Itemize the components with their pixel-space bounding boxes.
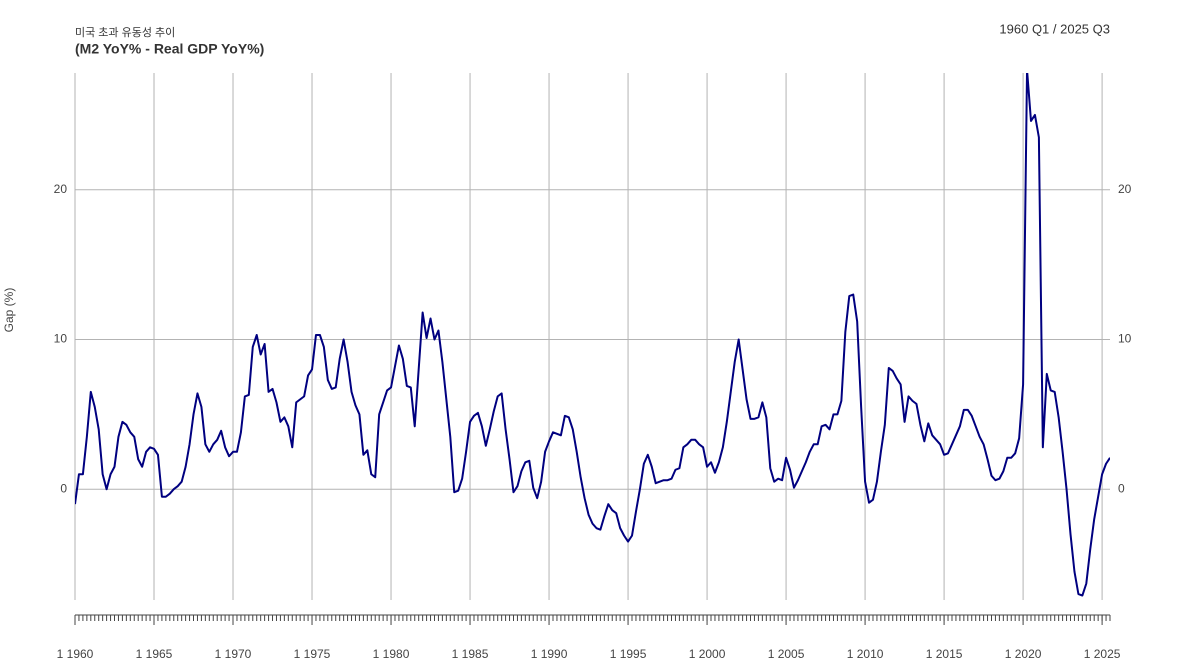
period-annotation: 1960 Q1 / 2025 Q3 — [999, 21, 1110, 36]
x-tick-label: 1 1965 — [136, 647, 173, 661]
y-tick-label-right: 20 — [1118, 182, 1132, 196]
y-tick-label: 20 — [54, 182, 68, 196]
chart-title: 미국 초과 유동성 추이 — [75, 26, 175, 39]
x-tick-label: 1 1975 — [294, 647, 331, 661]
y-tick-label: 10 — [54, 332, 68, 346]
y-axis-label: Gap (%) — [2, 288, 16, 333]
y-tick-label: 0 — [60, 481, 67, 495]
x-tick-label: 1 2020 — [1005, 647, 1042, 661]
y-tick-label-right: 0 — [1118, 481, 1125, 495]
x-tick-label: 1 1980 — [373, 647, 410, 661]
x-tick-label: 1 2005 — [768, 647, 805, 661]
x-tick-label: 1 1995 — [610, 647, 647, 661]
x-tick-label: 1 2025 — [1084, 647, 1121, 661]
x-tick-label: 1 1990 — [531, 647, 568, 661]
x-tick-label: 1 1985 — [452, 647, 489, 661]
y-tick-label-right: 10 — [1118, 332, 1132, 346]
x-tick-label: 1 2010 — [847, 647, 884, 661]
data-line — [75, 73, 1110, 597]
x-tick-label: 1 2000 — [689, 647, 726, 661]
chart-subtitle: (M2 YoY% - Real GDP YoY%) — [75, 41, 264, 57]
x-tick-label: 1 2015 — [926, 647, 963, 661]
x-tick-label: 1 1960 — [57, 647, 94, 661]
x-tick-label: 1 1970 — [215, 647, 252, 661]
